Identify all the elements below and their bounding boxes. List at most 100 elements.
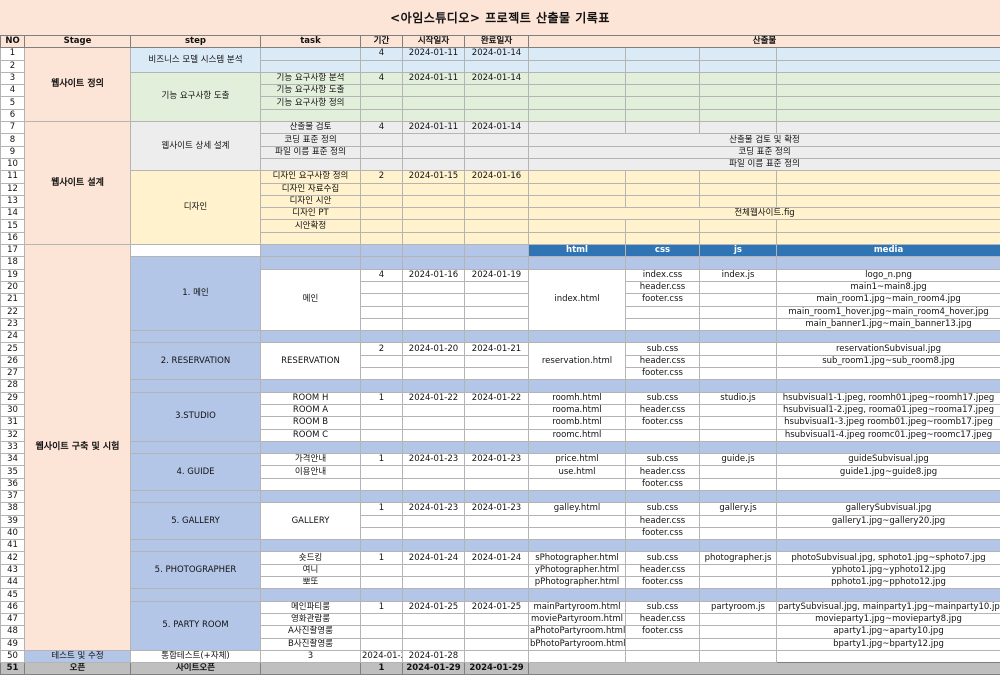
- period-cell: 1: [360, 391, 403, 405]
- output-html-cell: [528, 47, 626, 61]
- output-html-cell: [528, 219, 626, 233]
- output-html-cell: [528, 71, 626, 86]
- row-number: 15: [0, 219, 25, 233]
- output-js-cell: [699, 342, 777, 356]
- task-cell: 통합테스트(+자체): [130, 649, 261, 664]
- end-date-cell: [464, 194, 529, 209]
- output-js-cell: [699, 256, 777, 270]
- period-cell: [360, 428, 403, 442]
- start-date-cell: [402, 108, 465, 123]
- start-date-cell: 2024-01-11: [402, 121, 465, 135]
- end-date-cell: [464, 145, 529, 159]
- step-cell: [130, 330, 261, 344]
- start-date-cell: [402, 379, 465, 393]
- row-number: 26: [0, 354, 25, 369]
- output-css-cell: footer.css: [625, 367, 700, 381]
- output-js-cell: [699, 465, 777, 479]
- output-media-cell: [775, 588, 1000, 602]
- output-js-cell: photographer.js: [699, 551, 777, 565]
- period-cell: [360, 367, 403, 381]
- table-row: 42 5. PHOTOGRAPHER 숏드킹 1 2024-01-24 2024-01-2…: [0, 551, 1000, 590]
- output-js-cell: [699, 367, 777, 381]
- table-row: 4 기능 요구사항 도출: [0, 84, 1000, 98]
- output-css-cell: header.css: [625, 563, 700, 578]
- table-row: 31 ROOM B roomb.html footer.css hsubvisual1-…: [0, 416, 1000, 430]
- step-cell: 1. 메인: [130, 256, 261, 332]
- output-media-cell: bparty1.jpg~bparty12.jpg: [775, 637, 1000, 651]
- output-css-cell: header.css: [625, 465, 700, 479]
- table-row: 24: [0, 330, 1000, 344]
- output-js-cell: [699, 59, 777, 73]
- output-js-cell: studio.js: [699, 391, 777, 405]
- header-step: step: [130, 34, 261, 49]
- row-number: 14: [0, 207, 25, 221]
- end-date-cell: 2024-01-28: [402, 649, 465, 664]
- output-media-cell: [699, 649, 777, 664]
- output-media-cell: logo_n.png: [775, 268, 1000, 282]
- start-date-cell: [402, 256, 465, 270]
- output-html-cell: [528, 194, 626, 209]
- output-media-cell: [775, 489, 1000, 504]
- output-html-cell: roomc.html: [528, 428, 626, 442]
- output-html-cell: [464, 649, 529, 664]
- output-js-cell: partyroom.js: [699, 600, 777, 614]
- row-number: 21: [0, 293, 25, 307]
- output-css-cell: header.css: [625, 403, 700, 418]
- output-js-cell: [699, 416, 777, 430]
- step-cell: 5. GALLERY: [130, 502, 261, 541]
- output-html-cell: rooma.html: [528, 403, 626, 418]
- row-number: 11: [0, 170, 25, 184]
- output-css-cell: sub.css: [625, 453, 700, 467]
- row-number: 33: [0, 440, 25, 455]
- task-cell: 뽀또: [260, 576, 361, 590]
- row-number: 20: [0, 280, 25, 295]
- row-number: 41: [0, 539, 25, 553]
- task-cell: [260, 539, 361, 553]
- start-date-cell: [402, 305, 465, 319]
- output-html-cell: [528, 526, 626, 541]
- table-row: 38 5. GALLERY GALLERY 1 2024-01-23 2024-01-23…: [0, 502, 1000, 541]
- period-cell: 4: [360, 71, 403, 86]
- output-media-cell: [775, 367, 1000, 381]
- table-row: 44 뽀또 pPhotographer.html footer.css pphoto1.…: [0, 576, 1000, 590]
- row-number: 50: [0, 649, 25, 664]
- start-date-cell: [402, 96, 465, 110]
- end-date-cell: [464, 367, 529, 381]
- output-css-cell: footer.css: [625, 477, 700, 491]
- period-cell: [360, 563, 403, 578]
- period-cell: 1: [360, 502, 403, 516]
- output-js-cell: [699, 47, 777, 61]
- output-css-cell: footer.css: [625, 625, 700, 639]
- table-row: 40 footer.css: [0, 526, 1000, 541]
- period-cell: 4: [360, 47, 403, 61]
- row-number: 17: [0, 244, 25, 258]
- end-date-cell: [464, 133, 529, 147]
- start-date-cell: [402, 367, 465, 381]
- output-css-cell: [625, 539, 700, 553]
- period-cell: [360, 526, 403, 541]
- output-media-cell: main_room1.jpg~main_room4.jpg: [775, 293, 1000, 307]
- output-cell: 전체웹사이트.fig: [527, 207, 1000, 221]
- end-date-cell: [464, 354, 529, 369]
- output-js-cell: [699, 317, 777, 332]
- start-date-cell: [402, 133, 465, 147]
- step-cell: [130, 379, 261, 393]
- end-date-cell: [464, 526, 529, 541]
- row-number: 37: [0, 489, 25, 504]
- output-js-cell: guide.js: [699, 453, 777, 467]
- end-date-cell: [464, 84, 529, 98]
- stage-cell: 오픈: [24, 662, 131, 676]
- task-cell: [260, 59, 361, 73]
- output-js-cell: [699, 108, 777, 123]
- row-number: 31: [0, 416, 25, 430]
- output-html-cell: [528, 108, 626, 123]
- period-cell: [360, 305, 403, 319]
- end-date-cell: [464, 440, 529, 455]
- start-date-cell: [402, 145, 465, 159]
- table-row: 21 footer.css main_room1.jpg~main_room4.jp…: [0, 293, 1000, 307]
- row-number: 16: [0, 231, 25, 246]
- output-html-cell: bPhotoPartyroom.html: [528, 637, 626, 651]
- period-cell: [360, 207, 403, 221]
- table-row: 34 4. GUIDE 가격안내 1 2024-01-23 2024-01-23 price…: [0, 453, 1000, 491]
- output-media-cell: [775, 440, 1000, 455]
